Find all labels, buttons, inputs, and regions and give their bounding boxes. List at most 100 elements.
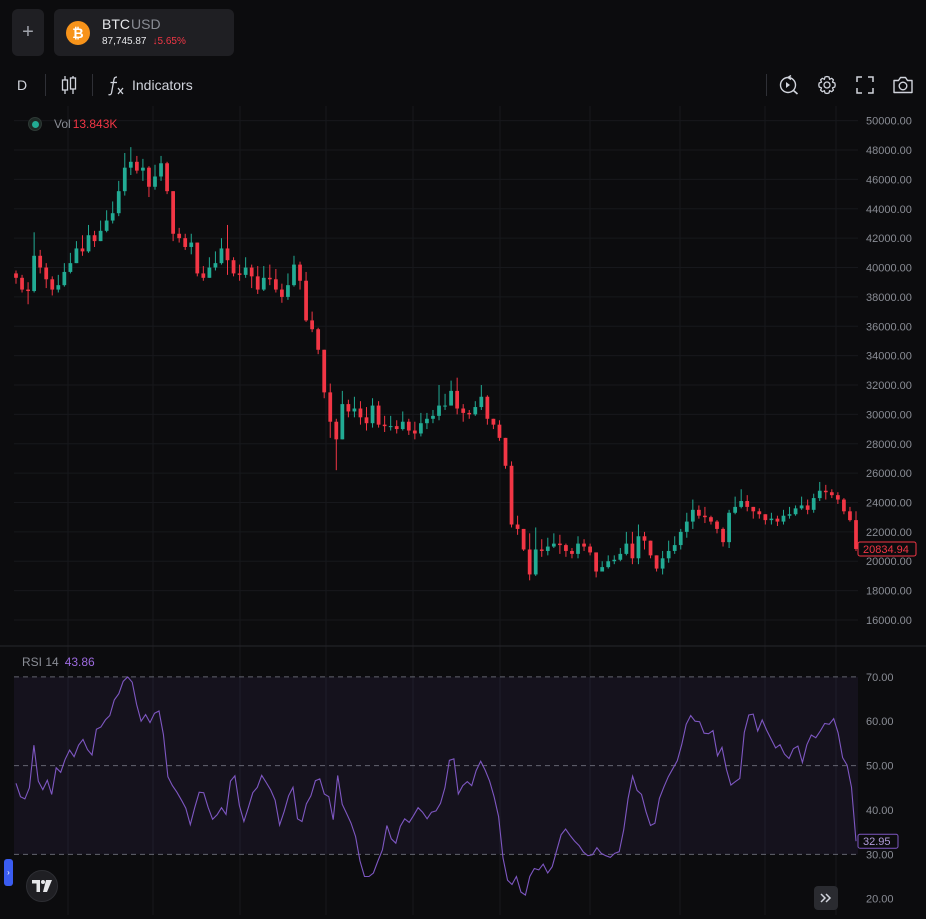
candle-down [273,279,278,290]
candle-down [715,521,719,529]
candle-up [116,191,121,214]
price-axis-label: 38000.00 [866,292,912,304]
visibility-dot-icon[interactable] [28,117,42,131]
candle-down [775,518,780,522]
chart-area[interactable]: 50000.00 48000.00 46000.00 44000.00 42000.00… [0,102,926,919]
symbol-name: BTCUSD [102,16,161,32]
candle-up [781,515,786,522]
candle-down [255,276,260,290]
candle-down [648,540,653,556]
grid-lines [14,106,858,915]
settings-button[interactable] [817,68,837,102]
rsi-last-label: 32.95 [863,836,891,848]
double-chevron-right-icon [820,893,832,903]
candle-up [141,167,145,171]
candle-down [642,536,647,541]
candle-down [582,543,586,547]
candle-down [503,437,508,466]
candle-up [104,220,109,231]
candle-up [636,536,641,559]
candle-up [56,285,61,290]
candle-down [304,280,308,321]
candle-down [757,511,762,515]
indicators-button[interactable]: Indicators [108,68,193,102]
candle-down [50,279,55,290]
bitcoin-icon: ₿ [66,21,90,45]
replay-button[interactable] [779,68,799,102]
candle-up [286,285,290,297]
symbol-quote: USD [131,16,161,32]
candle-down [171,191,175,234]
candle-down [697,509,701,516]
camera-icon [893,76,913,94]
rsi-label: RSI 14 [22,655,59,669]
rsi-level-lines [14,676,858,855]
price-change: ↓5.65% [152,36,186,47]
candle-down [38,255,43,268]
candle-up [684,521,689,532]
candle-down [588,546,592,553]
candle-down [745,501,750,507]
price-axis[interactable]: 50000.00 48000.00 46000.00 44000.00 42000.00… [866,116,912,627]
interval-button[interactable]: D [17,77,28,93]
fullscreen-icon [856,76,874,94]
candle-up [727,512,731,543]
chart-type-button[interactable] [60,68,78,102]
candle-up [666,550,671,559]
expand-panel-button[interactable]: › [4,859,13,886]
price-axis-label: 32000.00 [866,380,912,392]
rsi-legend[interactable]: RSI 14 43.86 [22,655,95,669]
symbol-card[interactable]: ₿ BTCUSD 87,745.87 ↓5.65% [54,9,234,56]
price-axis-label: 34000.00 [866,351,912,363]
toolbar-divider [45,74,46,96]
price-axis-label: 26000.00 [866,468,912,480]
fullscreen-button[interactable] [856,68,874,102]
price-axis-label: 44000.00 [866,204,912,216]
candle-down [509,465,514,525]
candle-down [134,161,139,171]
price-axis-label: 48000.00 [866,145,912,157]
candle-up [437,405,441,416]
rsi-axis[interactable]: 70.00 60.00 50.00 40.00 30.00 20.00 [866,672,894,906]
price-axis-label: 40000.00 [866,263,912,275]
candle-up [207,267,212,278]
candle-up [551,543,556,547]
candle-down [267,277,272,280]
candle-down [364,417,369,424]
candle-up [576,543,580,554]
candle-up [68,263,73,272]
candle-up [811,498,816,510]
rsi-line [15,676,857,897]
candle-down [201,273,206,278]
candle-up [340,404,345,440]
last-price-label-box [857,541,917,557]
candle-up [74,248,79,264]
candle-up [690,509,695,522]
price-candles [14,147,858,581]
candle-up [431,415,435,419]
price-axis-label: 16000.00 [866,615,912,627]
candle-up [62,271,67,286]
candle-down [539,549,544,551]
candle-down [854,520,858,549]
rsi-axis-label: 70.00 [866,672,894,684]
candle-down [20,277,24,290]
scroll-to-realtime-button[interactable] [814,886,838,910]
snapshot-button[interactable] [892,68,914,102]
candle-up [213,263,218,268]
plus-icon: + [22,21,34,43]
function-icon [108,76,124,96]
tradingview-logo[interactable] [26,870,58,902]
top-bar: + ₿ BTCUSD 87,745.87 ↓5.65% [0,0,926,66]
candle-up [352,408,357,412]
volume-legend[interactable]: Vol 13.843K [28,116,117,132]
candle-down [515,524,520,529]
candle-up [479,396,484,408]
candle-up [261,277,266,290]
candle-down [485,396,490,419]
candle-down [497,424,502,438]
candle-down [823,490,828,493]
candle-down [835,495,840,500]
rsi-axis-label: 30.00 [866,849,894,861]
add-symbol-button[interactable]: + [12,9,44,56]
